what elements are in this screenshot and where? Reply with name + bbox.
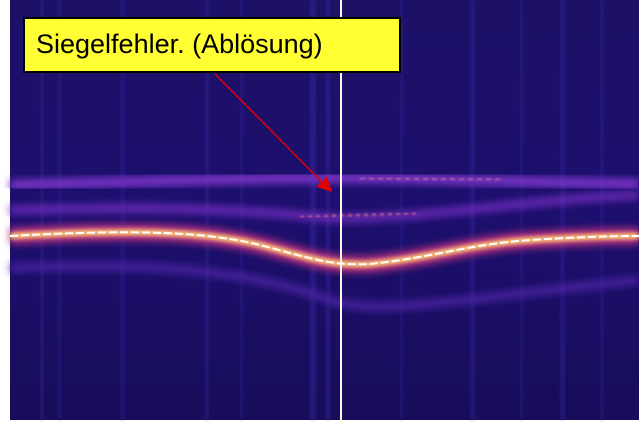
annotation-label: Siegelfehler. (Ablösung)	[36, 29, 323, 59]
scan-view: Siegelfehler. (Ablösung)	[0, 0, 639, 432]
